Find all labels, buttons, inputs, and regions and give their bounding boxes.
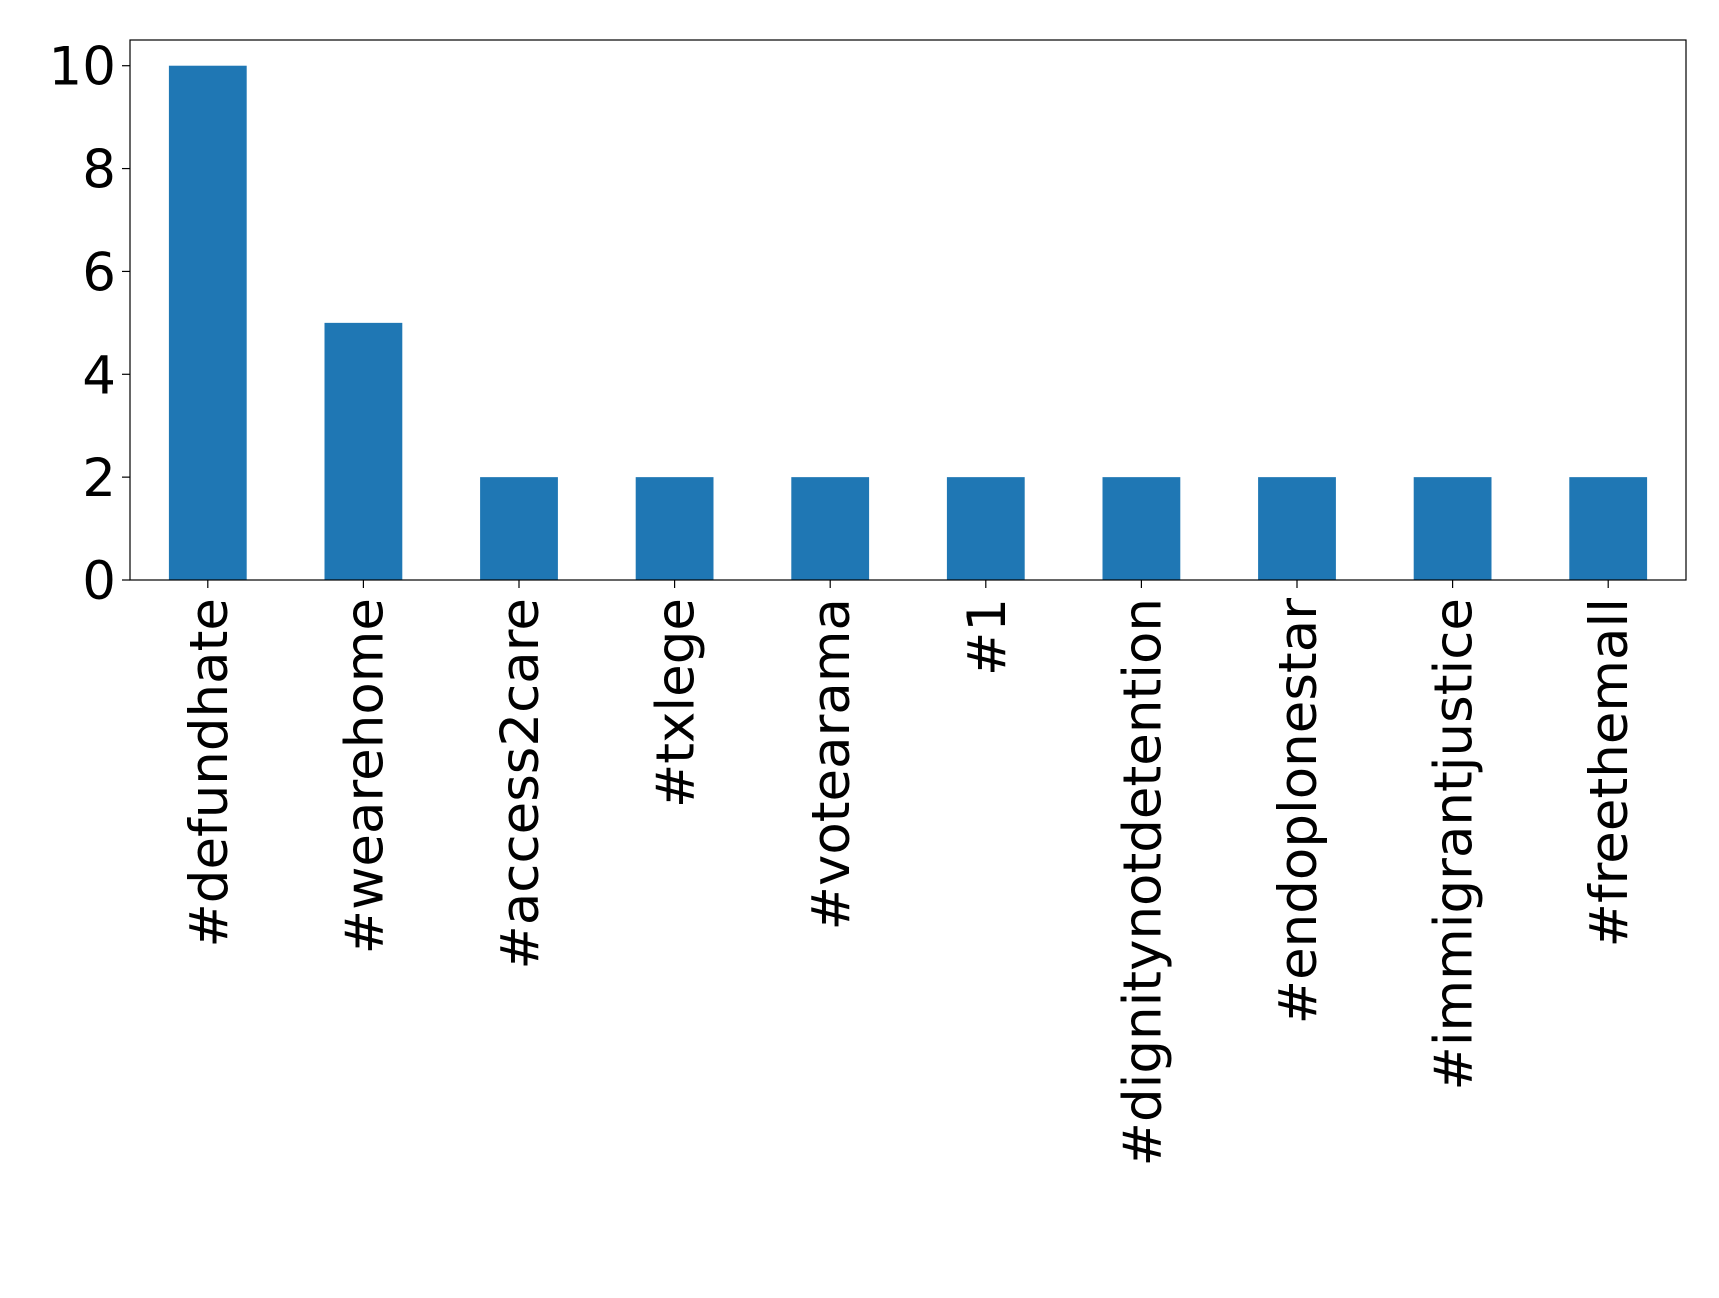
plot-frame [129, 39, 1687, 581]
bar [168, 65, 247, 580]
bar [1413, 477, 1492, 580]
x-tick-label: #1 [957, 598, 1018, 676]
x-tick-label: #votearama [801, 598, 862, 930]
bar [1102, 477, 1181, 580]
x-tick-label: #endoplonestar [1268, 598, 1329, 1025]
x-tick-label: #defundhate [179, 598, 240, 948]
x-tick-label: #access2care [490, 598, 551, 970]
x-tick-label: #freethemall [1579, 598, 1640, 947]
bar [635, 477, 714, 580]
bar [1258, 477, 1336, 580]
x-tick-label: #wearehome [334, 598, 395, 954]
bar [946, 477, 1025, 580]
y-tick-label: 4 [82, 345, 116, 406]
bar [480, 477, 558, 580]
x-tick-label: #dignitynotdetention [1112, 598, 1173, 1166]
bar [1569, 477, 1648, 580]
bar [324, 322, 403, 580]
y-tick-label: 6 [82, 242, 116, 303]
x-tick-label: #txlege [646, 598, 707, 808]
y-tick-label: 8 [82, 140, 116, 201]
y-tick-label: 2 [82, 448, 116, 509]
y-tick-label: 0 [82, 551, 116, 612]
bar [791, 477, 870, 580]
x-tick-label: #immigrantjustice [1424, 598, 1485, 1091]
y-tick-label: 10 [49, 37, 116, 98]
